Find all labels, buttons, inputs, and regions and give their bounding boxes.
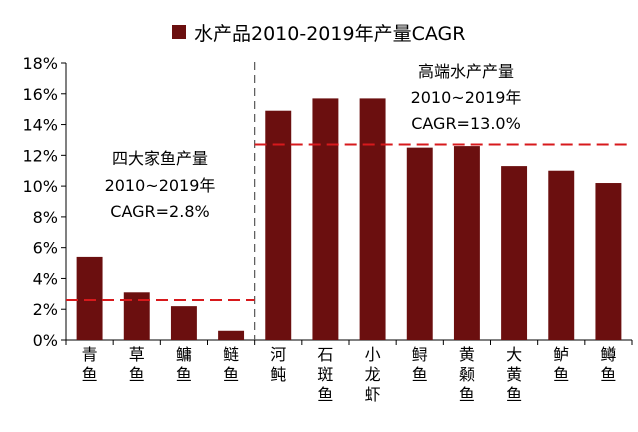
group-cagr-four-carps: CAGR=2.8%: [110, 202, 209, 221]
x-tick-label: 小龙虾: [365, 345, 381, 404]
y-tick-label: 8%: [33, 208, 58, 227]
y-tick-label: 16%: [22, 85, 58, 104]
annotation-high-end: 高端水产产量 2010~2019年 CAGR=13.0%: [411, 62, 522, 133]
x-tick-label: 河鲀: [270, 345, 286, 384]
bar-石斑鱼: [312, 98, 339, 341]
legend-swatch: [172, 25, 186, 39]
y-tick-label: 4%: [33, 269, 58, 288]
legend-label: 水产品2010-2019年产量CAGR: [194, 23, 465, 45]
x-tick-label: 草鱼: [129, 345, 145, 384]
annotation-four-carps: 四大家鱼产量 2010~2019年 CAGR=2.8%: [105, 149, 216, 221]
x-tick-label: 大黄鱼: [506, 345, 522, 404]
bar-黄颡鱼: [453, 146, 480, 340]
bars: [76, 98, 622, 341]
y-tick-label: 2%: [33, 300, 58, 319]
x-tick-label: 鳟鱼: [600, 345, 616, 384]
x-tick-label: 鲈鱼: [553, 345, 569, 384]
group-period-high-end: 2010~2019年: [411, 88, 522, 107]
x-tick-label: 鳙鱼: [176, 345, 192, 384]
x-tick-label: 黄颡鱼: [459, 345, 475, 404]
bar-青鱼: [76, 256, 103, 340]
x-tick-label: 鲟鱼: [412, 345, 428, 384]
y-tick-label: 6%: [33, 239, 58, 258]
y-tick-label: 14%: [22, 116, 58, 135]
x-tick-label: 青鱼: [82, 345, 98, 384]
group-title-four-carps: 四大家鱼产量: [112, 149, 208, 168]
group-period-four-carps: 2010~2019年: [105, 176, 216, 195]
x-tick-label: 鲢鱼: [223, 345, 239, 384]
bar-小龙虾: [359, 98, 386, 341]
y-tick-label: 18%: [22, 54, 58, 73]
bar-鳟鱼: [595, 183, 622, 340]
bar-鲟鱼: [406, 147, 433, 340]
reference-lines: [66, 62, 632, 340]
y-tick-label: 0%: [33, 331, 58, 350]
bar-大黄鱼: [501, 166, 528, 340]
legend: 水产品2010-2019年产量CAGR: [172, 23, 465, 45]
bar-河鲀: [265, 110, 292, 340]
axes: [61, 62, 633, 345]
y-tick-label: 10%: [22, 177, 58, 196]
group-cagr-high-end: CAGR=13.0%: [411, 114, 521, 133]
y-axis-labels: 0% 2% 4% 6% 8% 10% 12% 14% 16% 18%: [22, 54, 58, 350]
y-tick-label: 12%: [22, 146, 58, 165]
bar-鳙鱼: [170, 306, 197, 340]
x-tick-label: 石斑鱼: [317, 345, 333, 404]
bar-鲈鱼: [548, 170, 575, 340]
bar-鲢鱼: [218, 330, 245, 340]
group-title-high-end: 高端水产产量: [418, 62, 514, 81]
